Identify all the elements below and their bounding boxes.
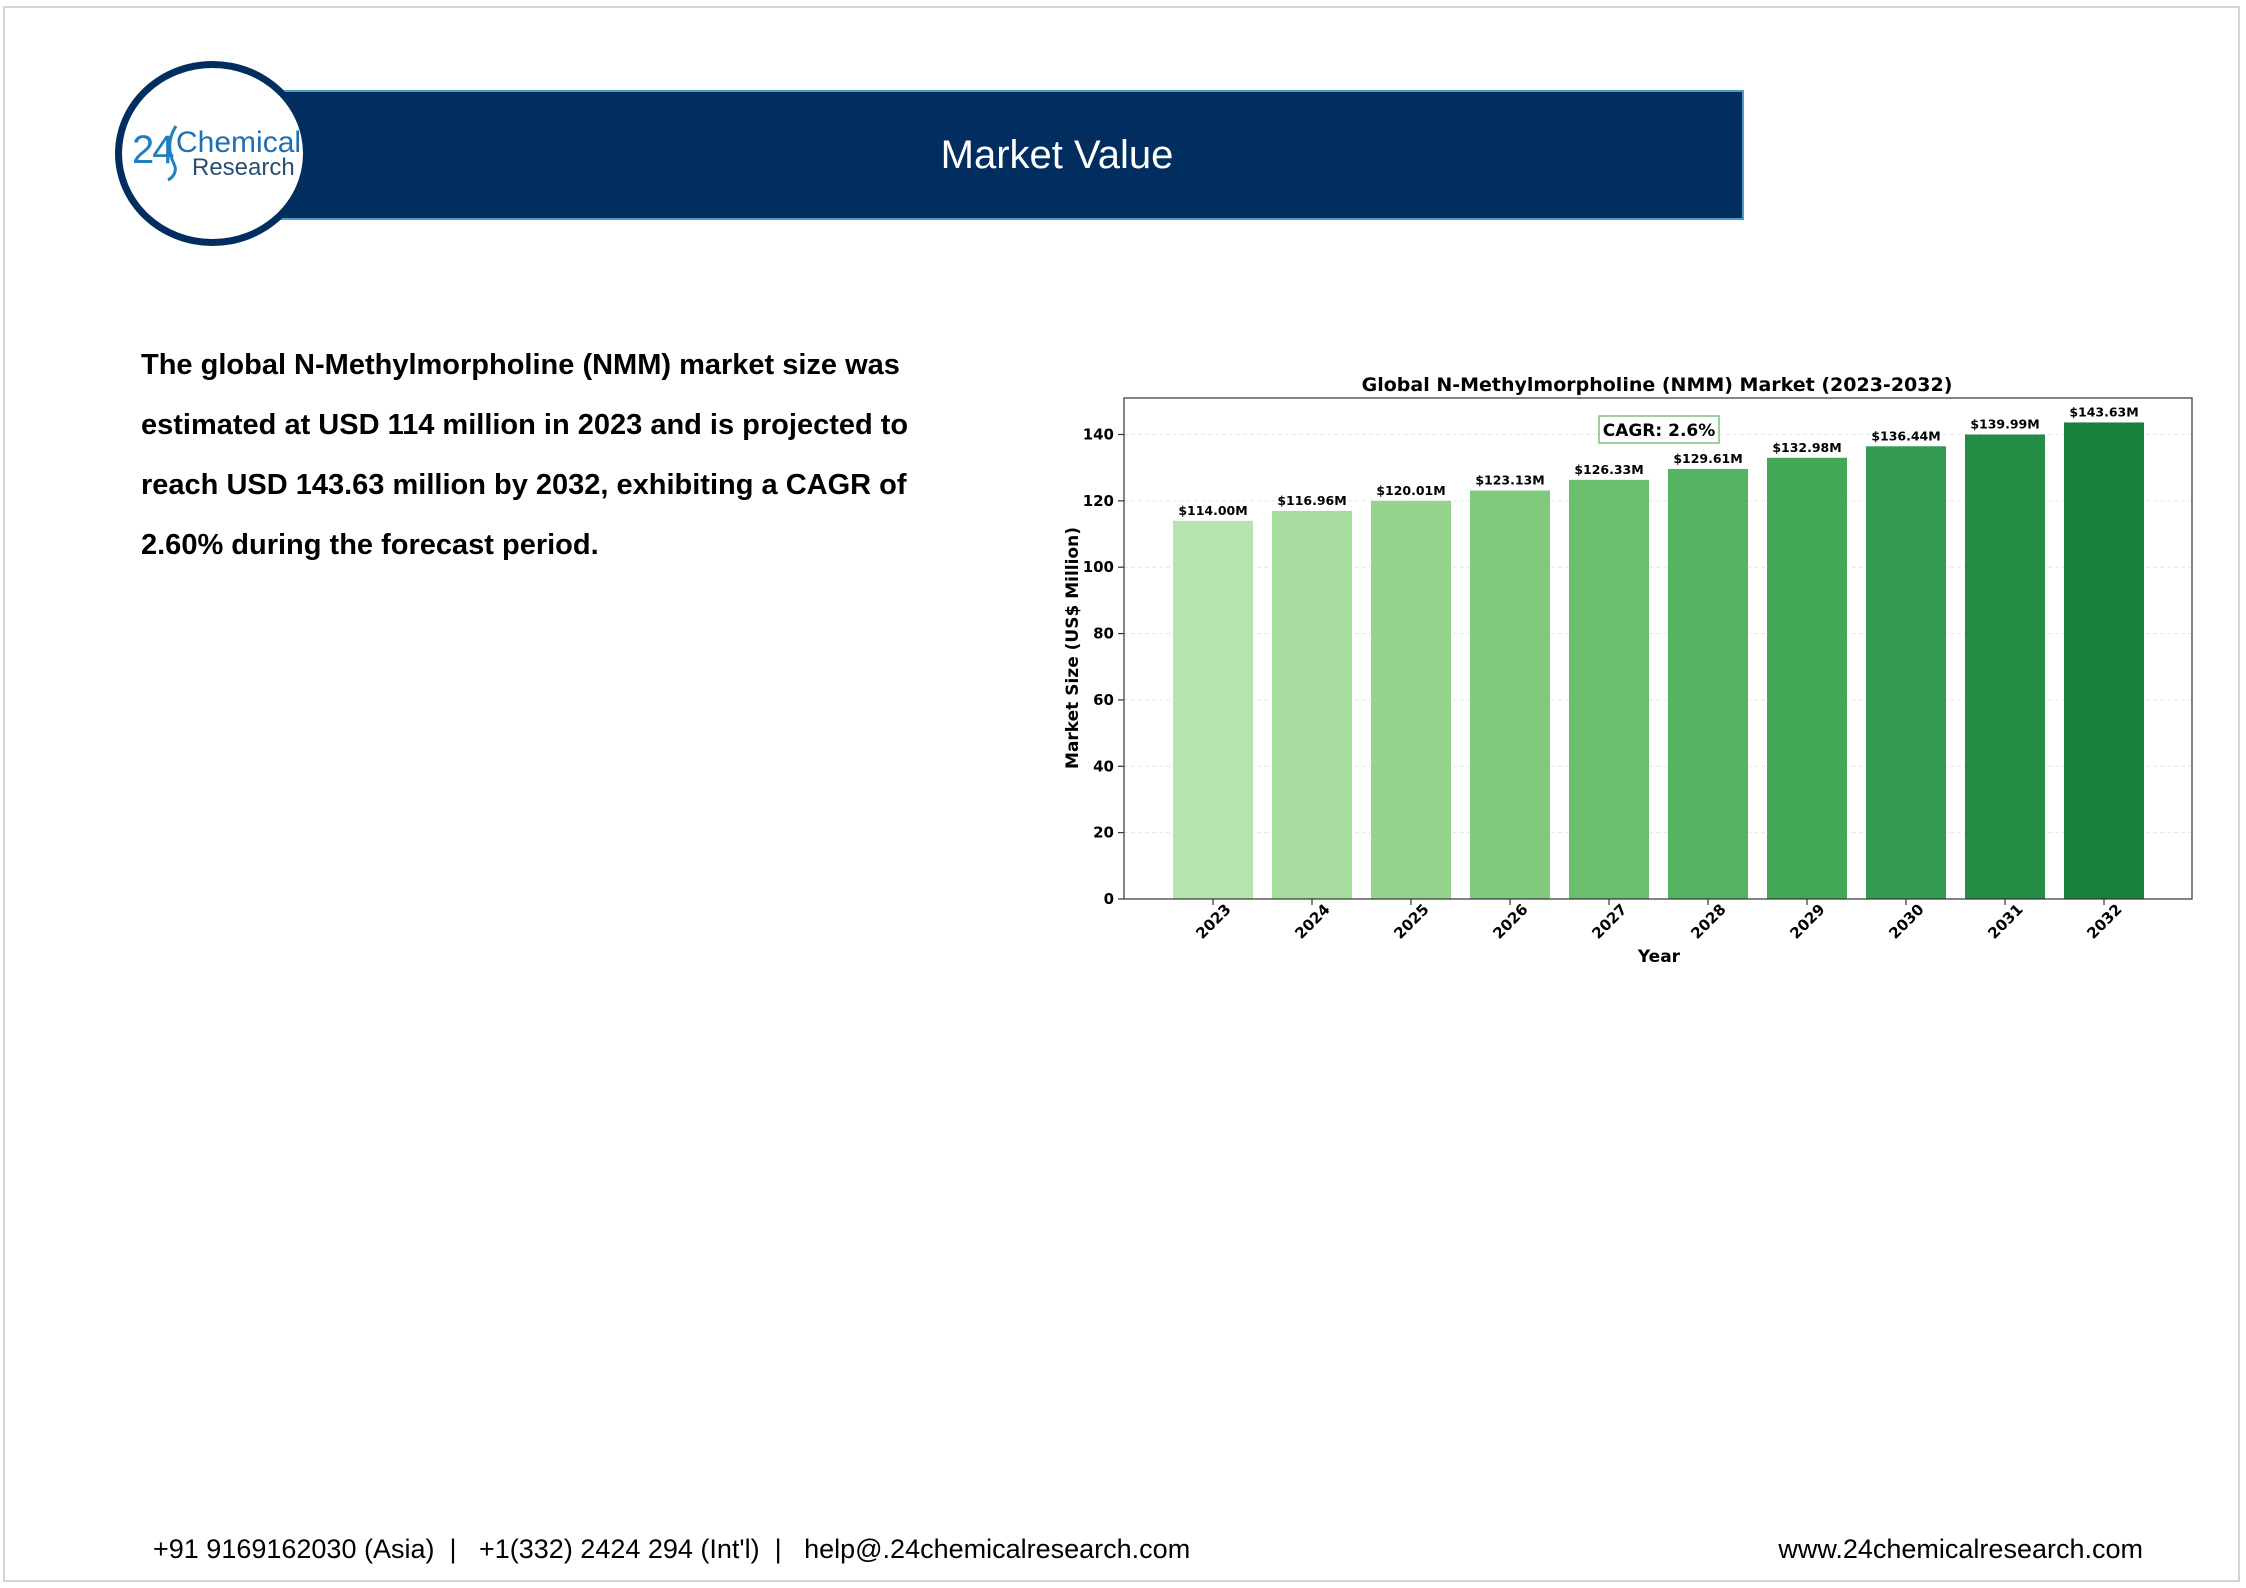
bar-2029 [1767, 457, 1847, 899]
x-axis-label: Year [1637, 947, 1681, 967]
bar-2032 [2064, 422, 2144, 899]
x-tick-label-2030: 2030 [1885, 900, 1927, 942]
bars [1173, 422, 2144, 899]
chart-title: Global N-Methylmorpholine (NMM) Market (… [1362, 374, 1953, 396]
cagr-annotation-box [1598, 415, 1720, 444]
bar-2025 [1371, 500, 1451, 899]
data-label-2023: $114.00M [1178, 503, 1247, 518]
bar-2028 [1668, 468, 1748, 899]
cagr-annotation: CAGR: 2.6% [1598, 415, 1720, 444]
data-label-2024: $116.96M [1277, 493, 1346, 508]
bar-chart-svg: Global N-Methylmorpholine (NMM) Market (… [1063, 374, 2193, 967]
y-tick-label: 20 [1093, 824, 1114, 842]
x-tick-label-2026: 2026 [1489, 900, 1531, 942]
company-logo: 24 Chemical Research [128, 120, 302, 190]
x-axis-ticks: 2023 2024 2025 2026 2027 2028 2029 2030 2031 2032 [1192, 899, 2126, 943]
data-label-2028: $129.61M [1673, 451, 1742, 466]
y-tick-label: 80 [1093, 625, 1114, 643]
bar-2023 [1173, 520, 1253, 899]
x-tick-label-2028: 2028 [1687, 900, 1729, 942]
y-axis-label: Market Size (US$ Million) [1063, 527, 1083, 769]
data-label-2030: $136.44M [1871, 428, 1940, 443]
data-label-2032: $143.63M [2069, 404, 2138, 419]
page-frame [3, 6, 2240, 1582]
data-label-2027: $126.33M [1574, 462, 1643, 477]
market-chart: Global N-Methylmorpholine (NMM) Market (… [1045, 360, 2245, 980]
plot-area-frame [1123, 397, 2193, 900]
y-axis-ticks: 0 20 40 60 80 100 120 140 [1083, 425, 1124, 908]
bar-2026 [1470, 490, 1550, 899]
y-tick-label: 140 [1083, 425, 1114, 443]
logo-drop-icon [167, 125, 178, 182]
logo-word-chemical: Chemical [176, 126, 302, 159]
data-label-2031: $139.99M [1970, 417, 2039, 432]
x-tick-label-2029: 2029 [1786, 900, 1828, 942]
x-tick-label-2025: 2025 [1390, 900, 1432, 942]
market-summary-text: The global N-Methylmorpholine (NMM) mark… [141, 349, 909, 561]
x-tick-label-2027: 2027 [1588, 900, 1630, 942]
logo-badge [115, 61, 310, 246]
bar-2027 [1569, 479, 1649, 899]
y-tick-label: 60 [1093, 691, 1114, 709]
page-title: Market Value [940, 132, 1174, 177]
data-label-2025: $120.01M [1376, 483, 1445, 498]
bar-2030 [1866, 446, 1946, 899]
bar-2031 [1965, 434, 2045, 899]
y-tick-label: 0 [1104, 890, 1114, 908]
logo-word-research: Research [192, 154, 295, 181]
y-tick-label: 120 [1083, 492, 1114, 510]
bar-labels: $114.00M $116.96M $120.01M $123.13M $126.33M… [1178, 404, 2138, 517]
y-tick-label: 40 [1093, 757, 1114, 775]
footer-contact: +91 9169162030 (Asia) | +1(332) 2424 294… [153, 1534, 1191, 1564]
footer-website[interactable]: www.24chemicalresearch.com [1778, 1534, 2143, 1564]
cagr-annotation-text: CAGR: 2.6% [1603, 421, 1716, 441]
data-label-2026: $123.13M [1475, 472, 1544, 487]
x-tick-label-2024: 2024 [1291, 900, 1333, 942]
x-tick-label-2023: 2023 [1192, 900, 1234, 942]
x-tick-label-2032: 2032 [2083, 900, 2125, 942]
x-tick-label-2031: 2031 [1984, 900, 2026, 942]
data-label-2029: $132.98M [1772, 440, 1841, 455]
y-tick-label: 100 [1083, 558, 1114, 576]
bar-2024 [1272, 510, 1352, 899]
logo-number: 24 [132, 128, 174, 172]
header-banner [270, 90, 1744, 220]
